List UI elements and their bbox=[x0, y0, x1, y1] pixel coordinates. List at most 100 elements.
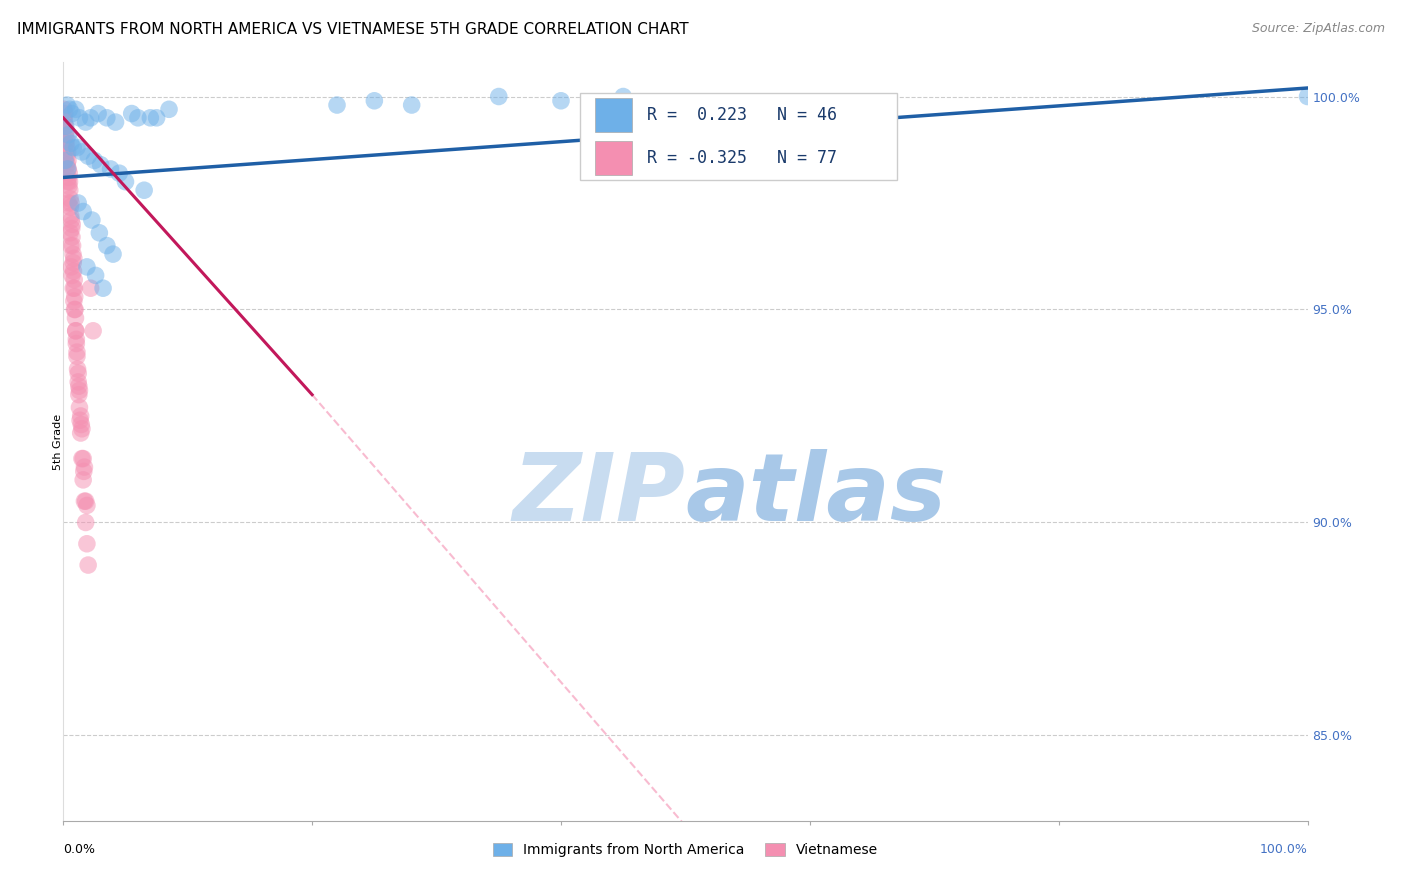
Point bbox=[58, 166, 80, 180]
Text: 0.0%: 0.0% bbox=[63, 844, 96, 856]
Point bbox=[75, 516, 97, 530]
Point bbox=[63, 281, 86, 295]
Point bbox=[76, 537, 98, 551]
Point bbox=[87, 106, 110, 120]
Point bbox=[69, 413, 91, 427]
Point bbox=[55, 128, 77, 142]
Point bbox=[53, 120, 76, 134]
Point bbox=[58, 175, 80, 189]
Y-axis label: 5th Grade: 5th Grade bbox=[52, 414, 63, 469]
Point bbox=[65, 324, 87, 338]
Point bbox=[90, 158, 112, 172]
Point bbox=[66, 362, 89, 376]
Point bbox=[77, 149, 100, 163]
Point bbox=[73, 494, 96, 508]
Point bbox=[55, 141, 77, 155]
Point bbox=[60, 217, 83, 231]
Point bbox=[58, 170, 80, 185]
Point bbox=[67, 375, 90, 389]
Point bbox=[60, 260, 83, 274]
Point bbox=[60, 268, 83, 283]
Text: ZIP: ZIP bbox=[513, 449, 686, 541]
Point bbox=[66, 345, 89, 359]
Point bbox=[79, 111, 101, 125]
Point bbox=[121, 106, 143, 120]
Point bbox=[62, 281, 84, 295]
Point bbox=[53, 106, 76, 120]
Point bbox=[59, 209, 82, 223]
Point bbox=[96, 111, 118, 125]
Point bbox=[363, 94, 385, 108]
Point bbox=[60, 221, 83, 235]
Point bbox=[59, 238, 82, 252]
Point bbox=[612, 89, 634, 103]
Point bbox=[55, 132, 77, 146]
Point bbox=[58, 178, 80, 193]
Point bbox=[58, 161, 80, 176]
Point bbox=[55, 120, 77, 134]
Point bbox=[55, 123, 77, 137]
Point bbox=[69, 384, 91, 398]
Point bbox=[55, 136, 77, 151]
Point bbox=[134, 183, 156, 197]
Point bbox=[401, 98, 423, 112]
Point bbox=[65, 336, 87, 351]
Point bbox=[56, 153, 79, 168]
Point bbox=[53, 153, 76, 168]
Point bbox=[76, 499, 98, 513]
Point bbox=[76, 260, 98, 274]
Point bbox=[72, 451, 94, 466]
Point bbox=[488, 89, 510, 103]
Point bbox=[59, 196, 82, 211]
Point bbox=[67, 379, 90, 393]
Point bbox=[100, 161, 122, 176]
Point bbox=[66, 349, 89, 363]
Point bbox=[84, 268, 107, 283]
Point bbox=[73, 460, 96, 475]
Point bbox=[69, 409, 91, 423]
Point bbox=[56, 175, 79, 189]
Bar bbox=[595, 141, 631, 175]
Point bbox=[56, 161, 79, 176]
Point bbox=[69, 111, 91, 125]
Point bbox=[96, 238, 118, 252]
Point bbox=[63, 293, 86, 308]
Point bbox=[59, 226, 82, 240]
Point bbox=[72, 204, 94, 219]
Point bbox=[65, 103, 87, 117]
FancyBboxPatch shape bbox=[579, 93, 897, 180]
Point bbox=[67, 387, 90, 401]
Point bbox=[59, 136, 82, 151]
Point bbox=[56, 98, 79, 112]
Point bbox=[70, 451, 93, 466]
Point bbox=[53, 115, 76, 129]
Point bbox=[80, 213, 103, 227]
Point bbox=[52, 103, 75, 117]
Point bbox=[56, 145, 79, 159]
Text: atlas: atlas bbox=[686, 449, 946, 541]
Point bbox=[63, 302, 86, 317]
Point bbox=[63, 273, 86, 287]
Point bbox=[65, 311, 87, 326]
Point bbox=[326, 98, 349, 112]
Point bbox=[59, 192, 82, 206]
Point bbox=[62, 255, 84, 269]
Point bbox=[67, 367, 90, 381]
Point bbox=[75, 494, 97, 508]
Point bbox=[62, 238, 84, 252]
Point bbox=[63, 290, 86, 304]
Point bbox=[58, 128, 80, 142]
Text: R = -0.325   N = 77: R = -0.325 N = 77 bbox=[647, 149, 837, 167]
Point bbox=[69, 425, 91, 440]
Point bbox=[56, 158, 79, 172]
Point bbox=[65, 324, 87, 338]
Point bbox=[60, 213, 83, 227]
Text: 100.0%: 100.0% bbox=[1260, 844, 1308, 856]
Point bbox=[63, 302, 86, 317]
Legend: Immigrants from North America, Vietnamese: Immigrants from North America, Vietnames… bbox=[486, 838, 884, 863]
Point bbox=[58, 103, 80, 117]
Point bbox=[60, 106, 83, 120]
Point bbox=[79, 281, 101, 295]
Point bbox=[63, 252, 86, 266]
Point bbox=[70, 145, 93, 159]
